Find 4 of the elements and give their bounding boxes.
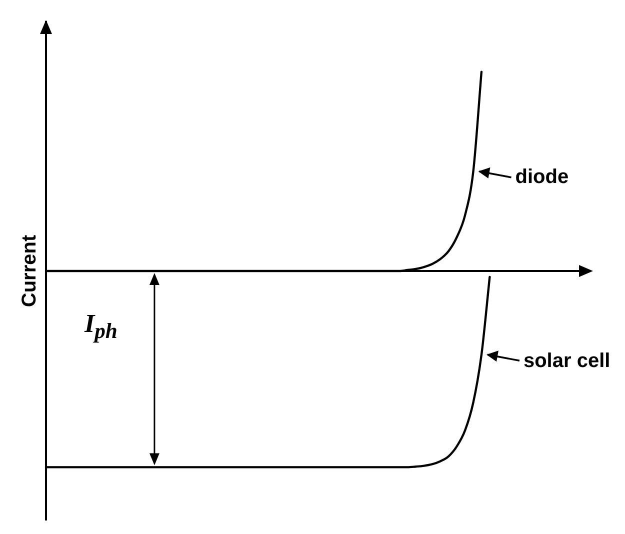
annotation: I$_{ph}$ <box>84 309 118 344</box>
legend-label: solar cell <box>523 348 610 373</box>
y-axis-title: Current <box>18 234 41 308</box>
legend-label: diode <box>515 165 569 190</box>
